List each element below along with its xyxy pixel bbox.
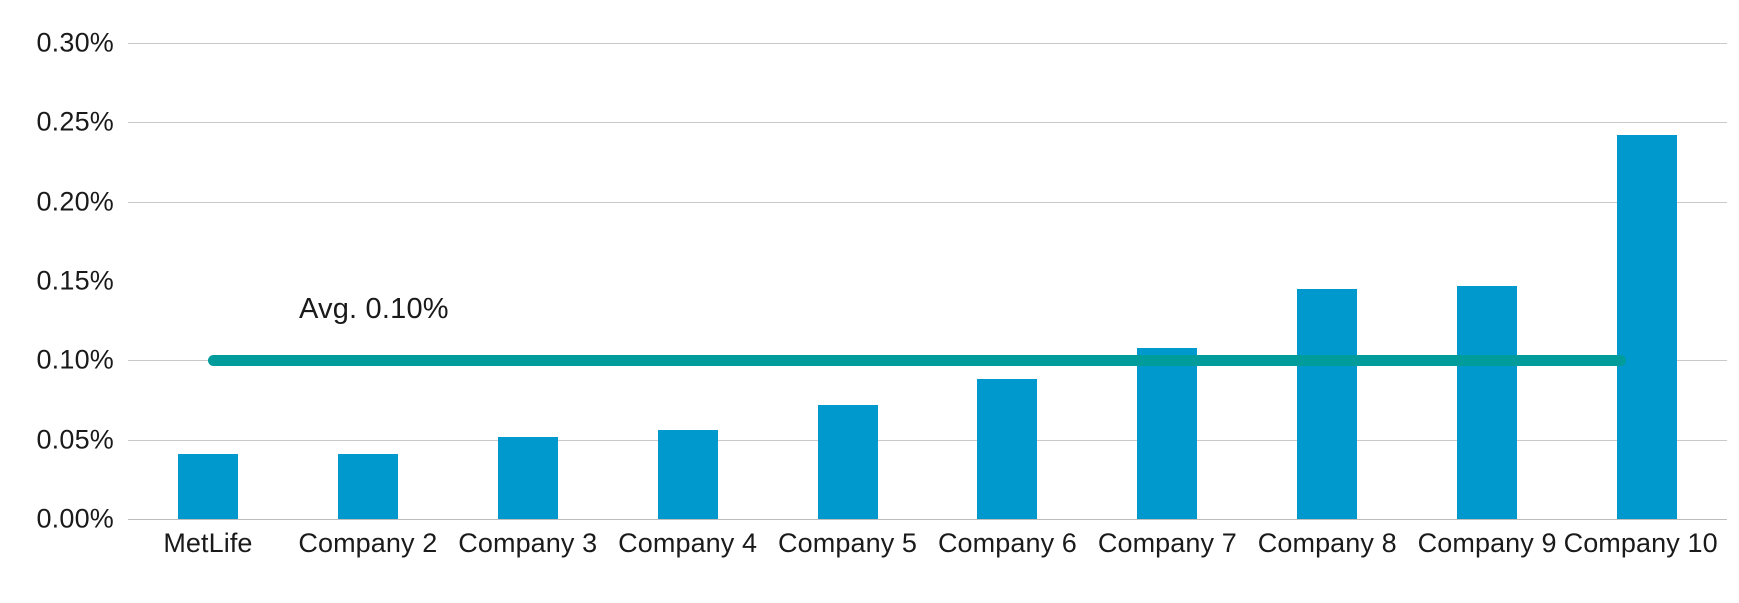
bar-company-9[interactable]	[1457, 285, 1518, 519]
x-tick-label-company-7: Company 7	[1097, 528, 1237, 558]
bars-layer	[128, 43, 1727, 519]
gridline-0.25	[128, 122, 1727, 124]
bar-company-7[interactable]	[1137, 347, 1198, 519]
bar-slot	[1407, 43, 1567, 519]
average-reference-line	[208, 354, 1626, 366]
average-line-label: Avg. 0.10%	[299, 293, 449, 325]
x-tick-label-company-4: Company 4	[618, 528, 758, 558]
y-tick-label: 0.10%	[36, 344, 114, 375]
x-tick-label-company-5: Company 5	[778, 528, 918, 558]
y-tick-label: 0.00%	[36, 503, 114, 534]
bar-company-2[interactable]	[337, 453, 398, 519]
bar-company-6[interactable]	[977, 379, 1038, 519]
bar-slot	[608, 43, 768, 519]
x-tick-label-company-10: Company 10	[1563, 528, 1718, 558]
x-tick-label-company-6: Company 6	[937, 528, 1077, 558]
bar-metlife[interactable]	[177, 453, 238, 519]
y-tick-label: 0.20%	[36, 186, 114, 217]
bar-slot	[768, 43, 928, 519]
y-tick-label: 0.15%	[36, 265, 114, 296]
bar-company-3[interactable]	[497, 436, 558, 519]
y-tick-label: 0.30%	[36, 27, 114, 58]
bar-company-4[interactable]	[657, 430, 718, 519]
x-tick-label-metlife: MetLife	[163, 528, 253, 558]
x-tick-label-company-9: Company 9	[1417, 528, 1557, 558]
x-tick-label-company-8: Company 8	[1257, 528, 1397, 558]
bar-company-5[interactable]	[817, 404, 878, 519]
bar-slot	[1087, 43, 1247, 519]
gridline-0.05	[128, 439, 1727, 441]
axis-baseline	[128, 519, 1727, 520]
bar-slot	[928, 43, 1088, 519]
bar-company-8[interactable]	[1297, 288, 1358, 519]
bar-slot	[1567, 43, 1727, 519]
y-tick-label: 0.05%	[36, 424, 114, 455]
bar-company-10[interactable]	[1617, 135, 1678, 519]
bar-slot	[288, 43, 448, 519]
bar-slot	[1247, 43, 1407, 519]
gridline-0.20	[128, 201, 1727, 203]
x-tick-label-company-3: Company 3	[458, 528, 598, 558]
gridline-0.30	[128, 43, 1727, 44]
bar-slot	[128, 43, 288, 519]
y-tick-label: 0.25%	[36, 106, 114, 137]
x-axis-labels: MetLife Company 2 Company 3 Company 4 Co…	[128, 528, 1727, 578]
x-tick-label-company-2: Company 2	[298, 528, 438, 558]
bar-slot	[448, 43, 608, 519]
